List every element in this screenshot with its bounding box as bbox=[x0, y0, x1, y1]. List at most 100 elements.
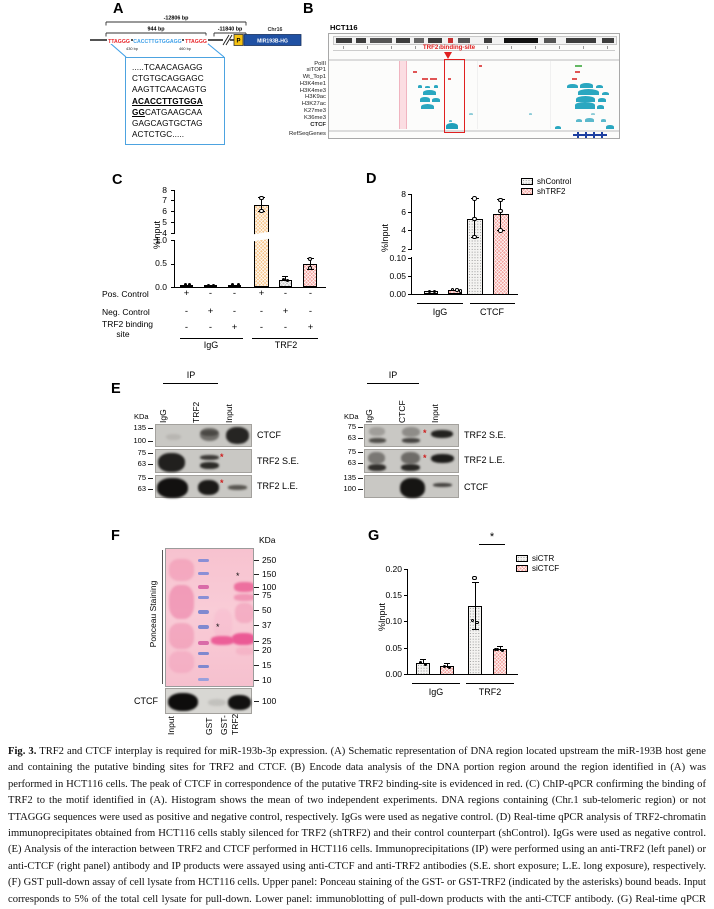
gel-marker: 150 bbox=[262, 569, 277, 579]
panel-g-xaxis bbox=[407, 674, 518, 676]
kda-header: KDa bbox=[259, 535, 276, 545]
ponceau-staining-label: Ponceau Staining bbox=[148, 580, 158, 648]
panel-c-group-igg: IgG bbox=[203, 340, 219, 350]
panel-g-ytick: 0.05 bbox=[385, 642, 402, 653]
gst-asterisk: * bbox=[216, 622, 220, 632]
refseq-gene bbox=[573, 133, 607, 137]
marker-75: 75 bbox=[137, 447, 146, 457]
binding-site-highlight-box bbox=[444, 58, 465, 133]
span-left-label: 944 bp bbox=[147, 27, 165, 33]
callout-line-left bbox=[109, 42, 127, 58]
gel-marker: 20 bbox=[262, 645, 272, 655]
panel-g-group-trf2: TRF2 bbox=[478, 686, 502, 697]
blot-name-trf2-se: TRF2 S.E. bbox=[464, 430, 507, 440]
panel-g-ytick: 0.10 bbox=[385, 616, 402, 627]
panel-d-ytick: 0.05 bbox=[389, 270, 406, 281]
blot-left-trf2-le bbox=[155, 475, 252, 498]
panel-c-ytick: 4 bbox=[162, 227, 167, 238]
track-label-h3k27ac: H3K27ac bbox=[301, 101, 326, 108]
sequence-line: AAGTTCAACAGTG bbox=[132, 85, 207, 95]
gel-marker-100: 100 bbox=[262, 696, 277, 706]
blot-right-trf2-le bbox=[364, 449, 459, 473]
legend-label-shcontrol: shControl bbox=[537, 177, 572, 186]
h3k4me1-signal bbox=[418, 85, 422, 88]
bar-igg-trf2site bbox=[228, 284, 241, 287]
chromosome-label: Chr16 bbox=[268, 27, 283, 33]
lane-label-input: Input bbox=[430, 404, 440, 423]
marker-75: 75 bbox=[347, 422, 356, 431]
bar-ctcf-shtrf2 bbox=[493, 214, 509, 295]
panel-d-ytick: 0.00 bbox=[389, 288, 406, 299]
lane-label-gst-trf2-b: TRF2 bbox=[230, 713, 240, 735]
coordinate-ruler bbox=[333, 45, 615, 51]
lane-label-input: Input bbox=[166, 716, 176, 735]
matrix-cell: + bbox=[282, 305, 289, 317]
asterisk-icon: * bbox=[220, 478, 224, 488]
panel-d-yaxis-top bbox=[411, 193, 413, 250]
legend-swatch-sictr bbox=[516, 555, 528, 562]
bar-trf2-trf2site bbox=[303, 263, 317, 287]
track-label-ctcf: CTCF bbox=[310, 121, 326, 128]
gel-marker: 25 bbox=[262, 636, 272, 646]
ponceau-gel: * * bbox=[165, 548, 254, 687]
track-label-k36me3: K36me3 bbox=[304, 114, 326, 121]
chromosome-ideogram bbox=[333, 36, 617, 45]
panel-a-label: A bbox=[113, 1, 124, 17]
sequence-line-motif-end: GGCATGAAGCAA bbox=[132, 107, 203, 117]
span-right-label: -11840 bp bbox=[218, 27, 243, 33]
sequence-box: .....TCAACAGAGG CTGTGCAGGAGC AAGTTCAACAG… bbox=[125, 57, 225, 145]
sequence-line: GAGCAGTGCTAG bbox=[132, 119, 203, 129]
track-label-sitop1: siTOP1 bbox=[306, 67, 326, 74]
kda-header-right: KDa bbox=[344, 412, 359, 421]
kda-header-left: KDa bbox=[134, 412, 149, 421]
bar-igg-sictr bbox=[416, 663, 430, 675]
binding-motif: CACCTTGTGGAGG bbox=[133, 39, 181, 45]
panel-g-group-igg: IgG bbox=[428, 686, 444, 697]
marker-63: 63 bbox=[137, 483, 146, 493]
legend-label-sictcf: siCTCF bbox=[532, 563, 560, 573]
track-label-h3k4me1: H3K4me1 bbox=[299, 80, 326, 87]
gst-trf2-asterisk: * bbox=[236, 571, 240, 581]
panel-g-ytick: 0.00 bbox=[385, 669, 402, 679]
panel-c-ytick: 8 bbox=[162, 184, 167, 195]
distance-left-label: 430 bp bbox=[126, 46, 138, 51]
matrix-cell: + bbox=[307, 321, 314, 333]
h3k9ac-signal bbox=[420, 97, 430, 102]
gene-label: MIR193B-HG bbox=[257, 38, 288, 44]
lane-label-gst: GST bbox=[204, 717, 214, 735]
sequence-line: .....TCAACAGAGG bbox=[132, 63, 203, 72]
matrix-cell: - bbox=[259, 321, 264, 333]
sequence-line-motif: ACACCTTGTGGA bbox=[132, 96, 203, 106]
row-label-pos-control: Pos. Control bbox=[102, 288, 149, 299]
gene-box bbox=[243, 34, 302, 46]
bar-igg-neg bbox=[204, 285, 217, 287]
centromere-mark bbox=[448, 38, 453, 43]
matrix-cell: - bbox=[283, 287, 288, 299]
lane-label-igg: IgG bbox=[364, 409, 374, 423]
legend-label-sictr: siCTR bbox=[532, 554, 555, 563]
matrix-cell: - bbox=[232, 305, 237, 317]
marker-63: 63 bbox=[347, 458, 356, 467]
k27me3-signal bbox=[469, 112, 473, 115]
lane-label-input: Input bbox=[224, 404, 234, 423]
row-label-trf2-binding: TRF2 binding bbox=[102, 318, 154, 329]
polii-signal bbox=[575, 64, 582, 67]
promoter-box bbox=[233, 34, 244, 46]
marker-75: 75 bbox=[347, 447, 356, 456]
panel-g-label: G bbox=[368, 528, 380, 544]
distance-right-label: 460 bp bbox=[179, 46, 191, 51]
bar-trf2-sictcf bbox=[493, 649, 507, 675]
panel-c-xaxis bbox=[174, 286, 326, 288]
asterisk-icon: * bbox=[220, 452, 224, 462]
bar-igg-pos bbox=[180, 284, 193, 287]
legend-swatch-shcontrol bbox=[521, 178, 533, 185]
matrix-cell: - bbox=[184, 305, 189, 317]
track-label-k27me3: K27me3 bbox=[304, 108, 326, 114]
blot-name-trf2-le: TRF2 L.E. bbox=[257, 481, 299, 491]
genome-browser: TRF2 binding-site bbox=[328, 33, 620, 139]
panel-c-ytick: 0.5 bbox=[155, 258, 167, 268]
panel-d-ytick: 8 bbox=[401, 188, 406, 199]
asterisk-icon: * bbox=[423, 428, 427, 438]
legend-label-shtrf2: shTRF2 bbox=[537, 186, 566, 196]
blot-left-ctcf bbox=[155, 424, 252, 447]
